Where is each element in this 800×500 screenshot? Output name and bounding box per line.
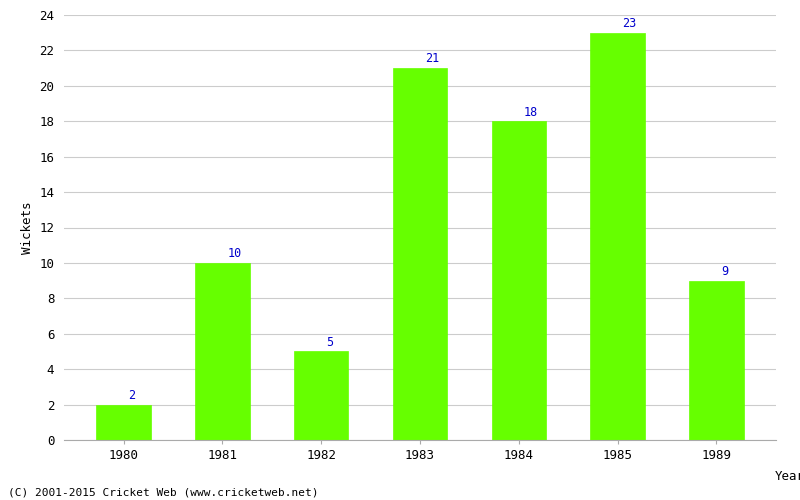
Text: 9: 9 <box>722 265 729 278</box>
X-axis label: Year: Year <box>775 470 800 483</box>
Y-axis label: Wickets: Wickets <box>21 201 34 254</box>
Text: 5: 5 <box>326 336 334 349</box>
Text: (C) 2001-2015 Cricket Web (www.cricketweb.net): (C) 2001-2015 Cricket Web (www.cricketwe… <box>8 488 318 498</box>
Bar <box>393 68 447 440</box>
Bar <box>492 121 546 440</box>
Text: 10: 10 <box>227 248 242 260</box>
Text: 23: 23 <box>622 17 637 30</box>
Bar <box>96 404 150 440</box>
Bar <box>590 32 645 440</box>
Text: 2: 2 <box>129 389 136 402</box>
Text: 18: 18 <box>524 106 538 118</box>
Bar <box>195 263 250 440</box>
Bar <box>690 280 744 440</box>
Bar <box>294 352 348 440</box>
Text: 21: 21 <box>425 52 439 66</box>
